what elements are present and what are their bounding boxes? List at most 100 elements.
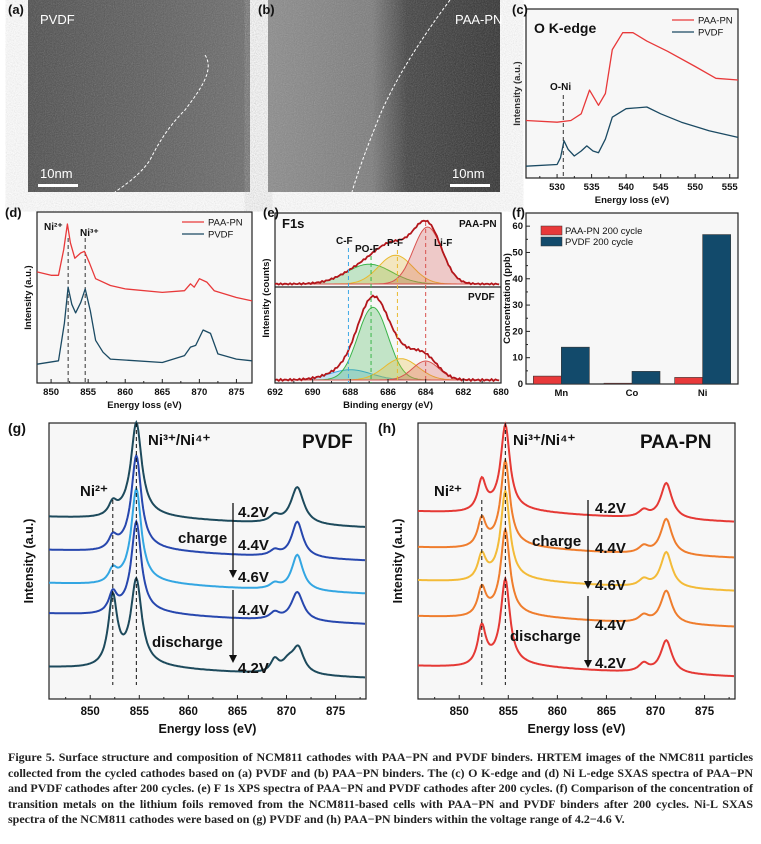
legend-label: PAA-PN: [208, 218, 243, 229]
panel-label-e: (e): [263, 205, 279, 220]
y-axis-label: Intensity (a.u.): [512, 61, 523, 125]
label-paa-pn: PAA-PN: [459, 219, 497, 230]
x-axis-label: Energy loss (eV): [159, 722, 257, 736]
x-tick-label: 870: [277, 706, 296, 718]
x-tick-label: Co: [626, 388, 639, 399]
scale-bar-a: [38, 184, 78, 187]
plots-layer: 530 535 540 545 550 555 Energy loss (eV) Intens…: [22, 8, 739, 736]
x-tick-label: 850: [81, 706, 100, 718]
chart-title-c: O K-edge: [534, 20, 596, 36]
x-tick-label: 860: [548, 706, 567, 718]
series-line-paa-pn: [36, 223, 253, 302]
spectrum-4-6v: [49, 485, 365, 595]
figure-panels: 530 535 540 545 550 555 Energy loss (eV) Intens…: [5, 0, 739, 736]
x-tick-label: 850: [43, 387, 59, 398]
voltage-label: 4.2V: [595, 655, 626, 672]
x-tick-label: 855: [130, 706, 150, 718]
panel-label-b: (b): [258, 2, 275, 17]
voltage-label: 4.4V: [238, 537, 269, 554]
annotation-ni3: Ni³⁺: [80, 228, 99, 239]
scale-bar-label-b: 10nm: [452, 166, 485, 181]
x-tick-label: 855: [499, 706, 519, 718]
legend-label: PAA-PN: [698, 16, 733, 27]
legend-label: PVDF 200 cycle: [565, 237, 633, 248]
chart-title-h: PAA-PN: [640, 432, 711, 453]
label-pvdf: PVDF: [468, 292, 495, 303]
legend-label: PVDF: [208, 230, 234, 241]
label-c-f: C-F: [336, 236, 353, 247]
x-tick-label: 530: [549, 182, 565, 193]
arrow-discharge-g: [229, 590, 237, 663]
spectrum-4-6v: [418, 487, 735, 592]
bar-mn-pvdf: [561, 346, 590, 385]
plot-frame-d: [36, 211, 253, 384]
tem-title-a: PVDF: [40, 12, 75, 27]
x-tick-label: 860: [117, 387, 133, 398]
plot-frame-h: [417, 422, 736, 700]
label-discharge-h: discharge: [510, 628, 581, 645]
y-axis-label: Intensity (a.u.): [23, 265, 34, 329]
x-tick-label: 865: [597, 706, 617, 718]
panel-label-h: (h): [378, 420, 396, 436]
x-tick-label: 865: [154, 387, 171, 398]
tem-image-paa-pn: (b) PAA-PN 10nm: [258, 0, 502, 193]
label-p-f: P-F: [387, 238, 403, 249]
spectrum-4-2v-discharge: [48, 575, 365, 679]
spectrum-4-2v-discharge: [418, 575, 734, 678]
x-tick-label: 875: [695, 706, 715, 718]
legend-swatch: [540, 225, 563, 236]
y-axis-label: Intensity (a.u.): [22, 519, 36, 604]
envelope-pvdf: [274, 294, 500, 383]
spectrum-4-4v-discharge: [49, 518, 365, 625]
voltage-label: 4.4V: [595, 617, 626, 634]
x-tick-label: 535: [584, 182, 601, 193]
x-tick-label: 690: [305, 387, 321, 398]
x-tick-label: 865: [228, 706, 248, 718]
label-charge-h: charge: [532, 533, 581, 550]
y-tick-label: 0: [518, 379, 523, 390]
plot-frame-c: [525, 8, 739, 179]
series-line-paa-pn: [525, 32, 739, 123]
annotation-ni34-h: Ni³⁺/Ni⁴⁺: [513, 432, 575, 449]
arrow-charge-h: [584, 500, 592, 589]
legend-label: PVDF: [698, 28, 724, 39]
scale-bar-b: [450, 184, 490, 187]
x-tick-label: 860: [179, 706, 198, 718]
panel-label-d: (d): [5, 205, 22, 220]
x-tick-label: 550: [687, 182, 703, 193]
coating-boundary: [351, 0, 451, 193]
annotation-ni2-g: Ni²⁺: [80, 483, 108, 500]
spectrum-4-2v-charge: [417, 421, 735, 523]
y-axis-label: Intensity (counts): [261, 258, 272, 337]
bar-mn-paa-pn: [533, 375, 562, 385]
x-tick-label: 692: [267, 387, 283, 398]
spectrum-4-4v: [49, 452, 366, 562]
annotation-ni2-h: Ni²⁺: [434, 483, 462, 500]
y-tick-label: 60: [512, 221, 523, 232]
y-tick-label: 40: [512, 274, 523, 285]
x-axis-label: Energy loss (eV): [595, 195, 669, 206]
voltage-label: 4.4V: [595, 540, 626, 557]
x-axis-label: Energy loss (eV): [528, 722, 626, 736]
x-tick-label: 540: [618, 182, 634, 193]
legend-swatch: [540, 236, 563, 247]
plot-frame-e: [274, 212, 502, 384]
bar-co-pvdf: [631, 371, 661, 385]
plot-frame-g: [48, 422, 367, 700]
envelope-paa-pn: [274, 219, 500, 286]
x-tick-label: 688: [342, 387, 358, 398]
x-tick-label: 682: [455, 387, 471, 398]
labels-layer: (c) O K-edge O-Ni (d) Ni²⁺ Ni³⁺ (e) F1s …: [5, 2, 711, 677]
x-tick-label: Ni: [698, 388, 708, 399]
x-axis-label: Energy loss (eV): [107, 400, 181, 411]
voltage-label: 4.6V: [595, 577, 626, 594]
y-tick-label: 30: [512, 300, 523, 311]
x-tick-label: 875: [326, 706, 346, 718]
label-charge-g: charge: [178, 530, 227, 547]
tem-image-pvdf: (a) PVDF 10nm: [8, 0, 250, 193]
x-tick-label: 555: [722, 182, 739, 193]
series-line-pvdf: [525, 106, 739, 167]
panel-label-f: (f): [512, 205, 525, 220]
panel-label-a: (a): [8, 2, 24, 17]
